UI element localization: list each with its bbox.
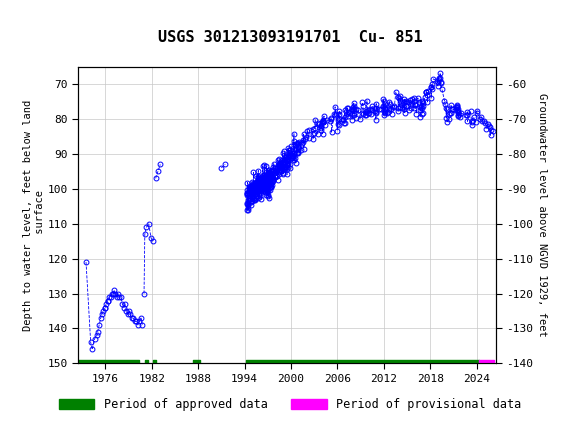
Text: ≡: ≡ — [6, 6, 29, 34]
Y-axis label: Groundwater level above NGVD 1929, feet: Groundwater level above NGVD 1929, feet — [538, 93, 548, 337]
Y-axis label: Depth to water level, feet below land
 surface: Depth to water level, feet below land su… — [23, 99, 45, 331]
Text: USGS: USGS — [32, 12, 87, 29]
Legend: Period of approved data, Period of provisional data: Period of approved data, Period of provi… — [54, 393, 526, 415]
Text: USGS 301213093191701  Cu- 851: USGS 301213093191701 Cu- 851 — [158, 30, 422, 45]
